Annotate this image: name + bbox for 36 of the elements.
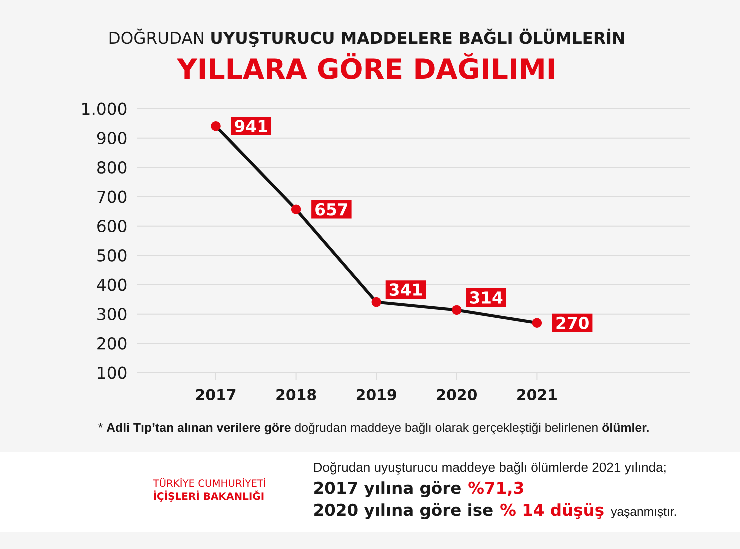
y-tick-label: 200 <box>98 337 127 350</box>
x-tick-label: 2021 <box>518 389 557 401</box>
chart-title: DOĞRUDAN UYUŞTURUCU MADDELERE BAĞLI ÖLÜMLERİN <box>110 28 624 48</box>
x-tick-label: 2020 <box>437 389 477 401</box>
text: %71,3 <box>468 482 524 496</box>
text: İÇİŞLERİ BAKANLIĞI <box>154 490 264 502</box>
y-tick-label: 500 <box>98 249 127 262</box>
data-label: 341 <box>390 284 422 296</box>
x-tick-label: 2019 <box>356 389 396 401</box>
text: Doğrudan uyuşturucu maddeye bağlı ölümlerde 2021 yılında; <box>314 462 666 475</box>
point <box>211 121 221 132</box>
point <box>372 297 382 308</box>
y-tick-label: 400 <box>97 278 127 292</box>
x-tick-label: 2017 <box>196 389 236 401</box>
y-tick-label: 300 <box>98 308 127 321</box>
y-tick-label: 100 <box>98 366 127 380</box>
y-tick-label: 1.000 <box>82 102 127 116</box>
text: 2020 yılına göre ise <box>314 503 493 520</box>
data-label: 314 <box>470 292 503 304</box>
y-tick-label: 700 <box>98 190 127 204</box>
y-tick-label: 600 <box>98 220 127 233</box>
y-tick-label: 800 <box>98 161 127 174</box>
x-tick-label: 2018 <box>276 389 316 401</box>
data-label: 941 <box>235 120 268 133</box>
text: *Adli Tıp’tan alınan verilere göre doğrudan maddeye bağlı olarak gerçekleştiği belirlenen ölümler. <box>98 422 649 435</box>
text: % 14 düşüş <box>500 503 604 520</box>
text: 2017 yılına göre <box>314 481 461 498</box>
text: TÜRKİYE CUMHURİYETİ <box>153 478 266 488</box>
point <box>532 318 542 328</box>
y-tick-label: 900 <box>97 132 127 145</box>
data-label: 657 <box>316 203 348 216</box>
text: yaşanmıştır. <box>611 508 676 519</box>
point <box>452 305 462 316</box>
point <box>291 204 302 214</box>
data-label: 270 <box>556 316 589 330</box>
chart-subtitle: YILLARA GÖRE DAĞILIMI <box>177 53 554 80</box>
